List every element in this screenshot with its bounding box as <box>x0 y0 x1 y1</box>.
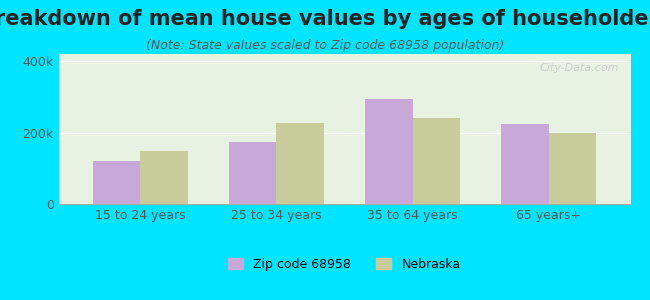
Bar <box>140 151 188 204</box>
Bar <box>92 161 140 204</box>
Bar <box>549 133 597 204</box>
Bar <box>365 99 413 204</box>
Text: (Note: State values scaled to Zip code 68958 population): (Note: State values scaled to Zip code 6… <box>146 39 504 52</box>
Legend: Zip code 68958, Nebraska: Zip code 68958, Nebraska <box>224 253 465 276</box>
Text: City-Data.com: City-Data.com <box>540 63 619 73</box>
Bar <box>276 123 324 204</box>
Bar <box>501 124 549 204</box>
Text: Breakdown of mean house values by ages of householders: Breakdown of mean house values by ages o… <box>0 9 650 29</box>
Bar <box>229 142 276 204</box>
Bar <box>413 118 460 204</box>
